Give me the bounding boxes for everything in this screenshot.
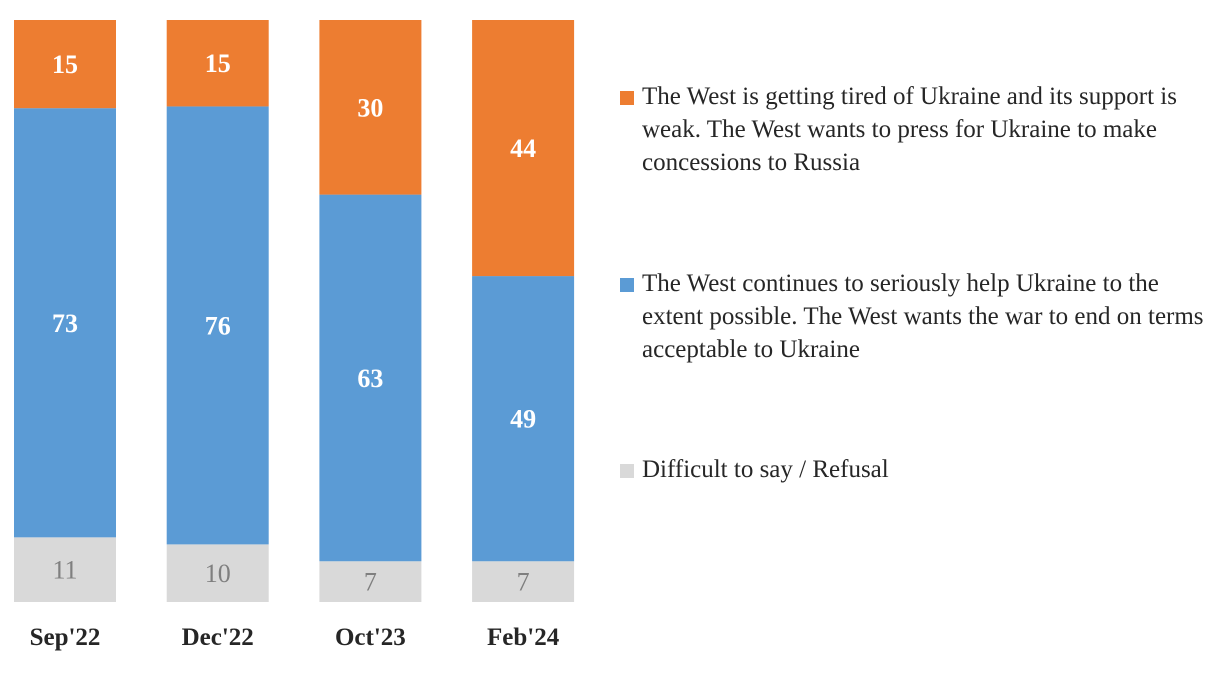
- bar-segment: [166, 20, 269, 107]
- legend-swatch-blue: [620, 278, 634, 292]
- data-label: 44: [510, 134, 536, 163]
- data-label: 49: [510, 405, 536, 434]
- bar-segment: [166, 106, 269, 545]
- bar-segment: [472, 276, 575, 562]
- legend-swatch-orange: [620, 91, 634, 105]
- bar-segment: [319, 561, 422, 602]
- bar-segment: [319, 20, 422, 195]
- legend-label: The West continues to seriously help Ukr…: [642, 270, 1204, 363]
- bar-segment: [14, 108, 116, 538]
- bar-segment: [14, 20, 116, 109]
- x-tick-label: Dec'22: [182, 624, 254, 651]
- legend-label: The West is getting tired of Ukraine and…: [642, 83, 1177, 176]
- legend-swatch-gray: [620, 464, 634, 478]
- data-label: 30: [357, 93, 383, 122]
- data-label: 76: [205, 311, 231, 340]
- data-label: 10: [205, 559, 231, 588]
- data-label: 7: [517, 568, 530, 597]
- bar-segment: [472, 20, 575, 277]
- data-label: 15: [52, 50, 78, 79]
- bar-segment: [319, 194, 422, 562]
- x-tick-label: Feb'24: [487, 624, 560, 651]
- bar-segment: [166, 544, 269, 602]
- bar-segment: [472, 561, 575, 602]
- x-tick-label: Sep'22: [30, 624, 101, 651]
- data-label: 7: [364, 568, 377, 597]
- legend-label: Difficult to say / Refusal: [642, 456, 889, 483]
- data-label: 11: [52, 556, 77, 585]
- data-label: 63: [357, 364, 383, 393]
- data-label: 73: [52, 309, 78, 338]
- stacked-bar-chart: 11 73 15 Sep'22 10 76 15 Dec'22 7 63 30 Oct'23 7 49 44…: [14, 20, 575, 651]
- data-label: 15: [205, 49, 231, 78]
- bar-segment: [14, 537, 116, 602]
- x-tick-label: Oct'23: [335, 624, 406, 651]
